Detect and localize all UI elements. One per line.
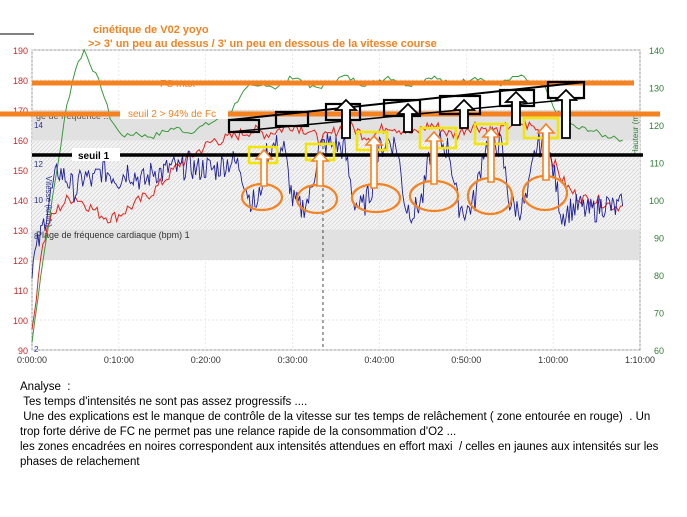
y-left-tick-label: 170: [13, 106, 28, 116]
recovery-arrow-4: [481, 126, 501, 183]
y-right-tick-label: 130: [649, 84, 664, 94]
effort-box-1: [274, 110, 310, 128]
y-right-tick-label: 70: [654, 309, 664, 319]
chart: ge de fréquence ...Plage de fréquence ca…: [0, 33, 664, 365]
y-right-tick-label: 60: [654, 346, 664, 356]
recovery-box-5: [522, 116, 560, 140]
speed-axis-label: Vitesse (km/h): [44, 176, 53, 227]
analysis-line-1: Tes temps d'intensités ne sont pas assez…: [20, 396, 308, 408]
x-tick-label: 0:10:00: [104, 355, 134, 365]
y-left-tick-label: 190: [13, 46, 28, 56]
x-tick-label: 1:00:00: [538, 355, 568, 365]
y-right-tick-label: 140: [649, 46, 664, 56]
x-tick-label: 0:00:00: [17, 355, 47, 365]
effort-box-3: [382, 98, 422, 118]
analysis-block: Analyse : Tes temps d'intensités ne sont…: [20, 380, 670, 470]
y-left-tick-label: 110: [14, 286, 28, 296]
seuil2-label: seuil 2 > 94% de Fc: [128, 109, 216, 120]
effort-box-0: [227, 118, 261, 134]
y-left-tick-label: 120: [13, 256, 28, 266]
x-tick-label: 0:30:00: [278, 355, 308, 365]
y-left-tick-label: 90: [18, 346, 28, 356]
y-right-tick-label: 110: [650, 159, 664, 169]
seuil2-label-bg: [120, 107, 228, 119]
analysis-line-3: les zones encadrées en noires correspond…: [20, 441, 662, 468]
analysis-heading: Analyse :: [20, 381, 71, 393]
speed-tick-label: 10: [34, 196, 43, 205]
effort-arrow-1: [395, 102, 421, 133]
fc-max-label: FC max: [160, 79, 195, 90]
y-left-tick-label: 100: [13, 316, 28, 326]
x-tick-label: 1:10:00: [625, 355, 655, 365]
speed-tick-label: 14: [34, 121, 43, 130]
speed-line: [31, 126, 624, 279]
effort-arrow-0: [333, 98, 359, 139]
recovery-arrow-2: [364, 134, 384, 189]
seuil1-label-bg: [72, 148, 120, 161]
recovery-box-3: [418, 126, 458, 150]
speed-tick-label: 8: [34, 232, 39, 241]
y-right-tick-label: 100: [649, 196, 664, 206]
y-left-tick-label: 140: [13, 196, 28, 206]
right-axis-label: Hauteur (m): [631, 112, 640, 155]
x-tick-label: 0:20:00: [191, 355, 221, 365]
y-left-tick-label: 180: [13, 76, 28, 86]
recovery-arrow-5: [536, 122, 556, 181]
zone-bottom-label: Plage de fréquence cardiaque (bpm) 1: [36, 230, 190, 240]
x-tick-label: 0:40:00: [364, 355, 394, 365]
zone-band-1: [32, 230, 640, 260]
effort-arrow-2: [451, 98, 477, 129]
speed-tick-label: 2: [34, 345, 39, 354]
effort-arrow-4: [553, 88, 579, 139]
speed-tick-label: 12: [34, 160, 43, 169]
analysis-line-2: Une des explications est le manque de co…: [20, 411, 654, 438]
y-right-tick-label: 90: [654, 234, 664, 244]
y-right-tick-label: 120: [649, 121, 664, 131]
effort-arrow-3: [503, 90, 529, 126]
y-left-tick-label: 160: [13, 136, 28, 146]
annotation-title-line1: cinétique de V02 yoyo: [93, 24, 209, 36]
y-left-tick-label: 150: [13, 166, 28, 176]
y-right-tick-label: 80: [654, 271, 664, 281]
recovery-arrow-3: [424, 130, 444, 185]
recovery-arrow-1: [310, 150, 330, 187]
annotation-title-line2: >> 3' un peu au dessus / 3' un peu en de…: [88, 38, 437, 50]
seuil1-label: seuil 1: [78, 151, 110, 162]
recovery-arrow-0: [254, 148, 274, 187]
x-tick-label: 0:50:00: [451, 355, 481, 365]
y-left-tick-label: 130: [13, 226, 28, 236]
